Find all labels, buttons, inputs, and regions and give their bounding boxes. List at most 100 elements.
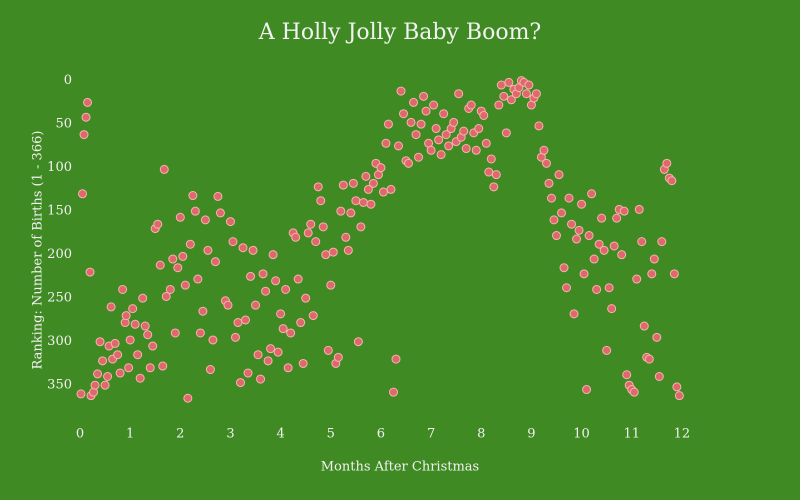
point [348, 178, 358, 188]
point [303, 228, 313, 238]
point [223, 300, 233, 310]
point [311, 237, 321, 247]
point [268, 250, 278, 260]
point [414, 152, 424, 162]
point [652, 332, 662, 342]
point [106, 302, 116, 312]
point [592, 284, 602, 294]
point [504, 77, 514, 87]
point [79, 130, 89, 140]
point [506, 95, 516, 105]
point [253, 350, 263, 360]
point [208, 335, 218, 345]
point [549, 215, 559, 225]
point [190, 206, 200, 216]
point [236, 378, 246, 388]
point [246, 271, 256, 281]
point [125, 335, 135, 345]
point [271, 276, 281, 286]
point [396, 86, 406, 96]
point [439, 109, 449, 119]
point [328, 247, 338, 257]
point [551, 231, 561, 241]
point [158, 361, 168, 371]
point [148, 341, 158, 351]
point [649, 254, 659, 264]
point [644, 354, 654, 364]
y-tick-label: 300 [47, 334, 72, 349]
point [230, 332, 240, 342]
point [110, 338, 120, 348]
x-tick-label: 10 [573, 427, 590, 442]
point [584, 231, 594, 241]
point [546, 193, 556, 203]
point [363, 184, 373, 194]
x-tick-label: 11 [623, 427, 640, 442]
point [78, 189, 88, 199]
point [195, 328, 205, 338]
point [351, 196, 361, 206]
x-axis-label: Months After Christmas [321, 460, 479, 475]
x-tick-label: 12 [674, 427, 691, 442]
point [554, 170, 564, 180]
point [599, 245, 609, 255]
point [90, 380, 100, 390]
point [388, 387, 398, 397]
point [459, 126, 469, 136]
point [454, 89, 464, 99]
point [145, 363, 155, 373]
point [524, 80, 534, 90]
point [178, 251, 188, 261]
y-tick-label: 250 [47, 291, 72, 306]
point [261, 286, 271, 296]
point [541, 158, 551, 168]
point [341, 232, 351, 242]
point [338, 180, 348, 190]
point [569, 309, 579, 319]
x-tick-label: 9 [527, 427, 535, 442]
point [130, 319, 140, 329]
point [434, 135, 444, 145]
x-tick-label: 8 [477, 427, 485, 442]
point [283, 363, 293, 373]
point [233, 318, 243, 328]
point [466, 100, 476, 110]
point [133, 350, 143, 360]
point [604, 283, 614, 293]
point [343, 245, 353, 255]
point [597, 213, 607, 223]
point [258, 269, 268, 279]
point [501, 128, 511, 138]
point [318, 222, 328, 232]
point [118, 284, 128, 294]
point [481, 138, 491, 148]
point [416, 119, 426, 129]
point [155, 260, 165, 270]
point [225, 217, 235, 227]
chart-title: A Holly Jolly Baby Boom? [258, 20, 541, 45]
point [574, 225, 584, 235]
x-tick-label: 7 [427, 427, 435, 442]
point [471, 145, 481, 155]
x-tick-label: 2 [176, 427, 184, 442]
point [484, 167, 494, 177]
point [140, 321, 150, 331]
point [210, 257, 220, 267]
point [273, 347, 283, 357]
point [95, 337, 105, 347]
x-tick-label: 3 [226, 427, 234, 442]
point [386, 184, 396, 194]
point [411, 130, 421, 140]
point [93, 369, 103, 379]
point [301, 293, 311, 303]
point [381, 138, 391, 148]
point [499, 91, 509, 101]
point [98, 356, 108, 366]
point [238, 243, 248, 253]
point [326, 280, 336, 290]
point [582, 385, 592, 395]
point [429, 100, 439, 110]
point [667, 176, 677, 186]
x-tick-label: 6 [377, 427, 385, 442]
